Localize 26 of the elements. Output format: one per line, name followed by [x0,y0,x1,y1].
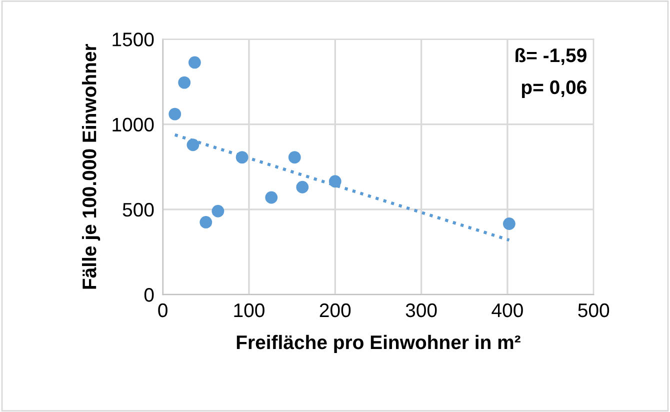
point [265,191,278,204]
point [168,108,182,120]
point [328,175,342,188]
x-tick-label: 500 [578,303,610,318]
x-tick-label: 0 [158,303,168,318]
x-tick-label: 300 [406,303,437,318]
point [200,216,212,228]
x-tick-label: 200 [320,303,351,318]
y-tick-label: 0 [144,288,154,302]
point [212,204,224,218]
annotation: p= 0,06 [522,80,586,98]
point [178,76,191,89]
x-tick-label: 100 [234,303,264,318]
point [186,138,200,152]
annotation: ß= -1,59 [516,48,586,66]
point [188,56,201,69]
y-tick-label: 1500 [112,32,154,46]
point [502,218,516,230]
x-axis-title: Freifläche pro Einwohner in m² [236,334,520,354]
point [236,151,248,164]
point [288,151,301,164]
y-axis-title: Fälle je 100.000 Einwohner [82,44,100,289]
y-tick-label: 1000 [112,118,154,132]
point [296,180,309,194]
x-tick-label: 400 [492,303,523,318]
y-tick-label: 500 [122,202,154,217]
